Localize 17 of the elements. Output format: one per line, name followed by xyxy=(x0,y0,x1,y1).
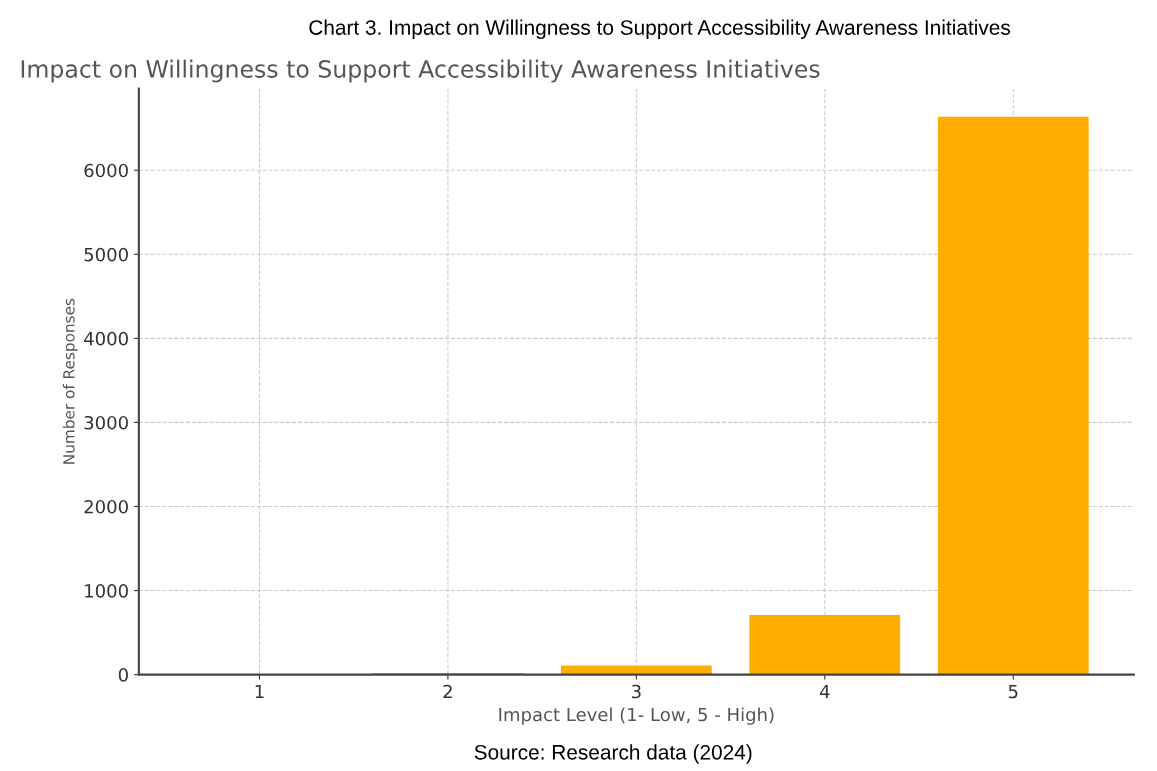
chart-subtitle: Impact on Willingness to Support Accessibility Awareness Initiatives xyxy=(21,59,820,83)
source-note: Source: Research data (2024) xyxy=(474,744,752,764)
chart-title: Chart 3. Impact on Willingness to Support Accessibility Awareness Initiatives xyxy=(309,19,1011,40)
y-tick-label: 0 xyxy=(118,668,128,682)
y-axis-title: Number of Responses xyxy=(62,298,78,464)
x-axis-title: Impact Level (1- Low, 5 - High) xyxy=(499,707,774,725)
x-tick-label: 2 xyxy=(443,684,452,699)
x-tick-label: 1 xyxy=(255,684,264,699)
y-tick-label: 6000 xyxy=(84,163,128,178)
y-tick-label: 4000 xyxy=(84,331,128,346)
x-tick-label: 5 xyxy=(1008,684,1018,699)
y-tick-label: 2000 xyxy=(84,499,128,514)
y-tick-label: 5000 xyxy=(84,247,128,262)
x-tick-label: 4 xyxy=(819,684,830,699)
y-tick-label: 1000 xyxy=(85,584,128,598)
y-tick-label: 3000 xyxy=(84,415,128,430)
x-tick-label: 3 xyxy=(631,684,641,699)
